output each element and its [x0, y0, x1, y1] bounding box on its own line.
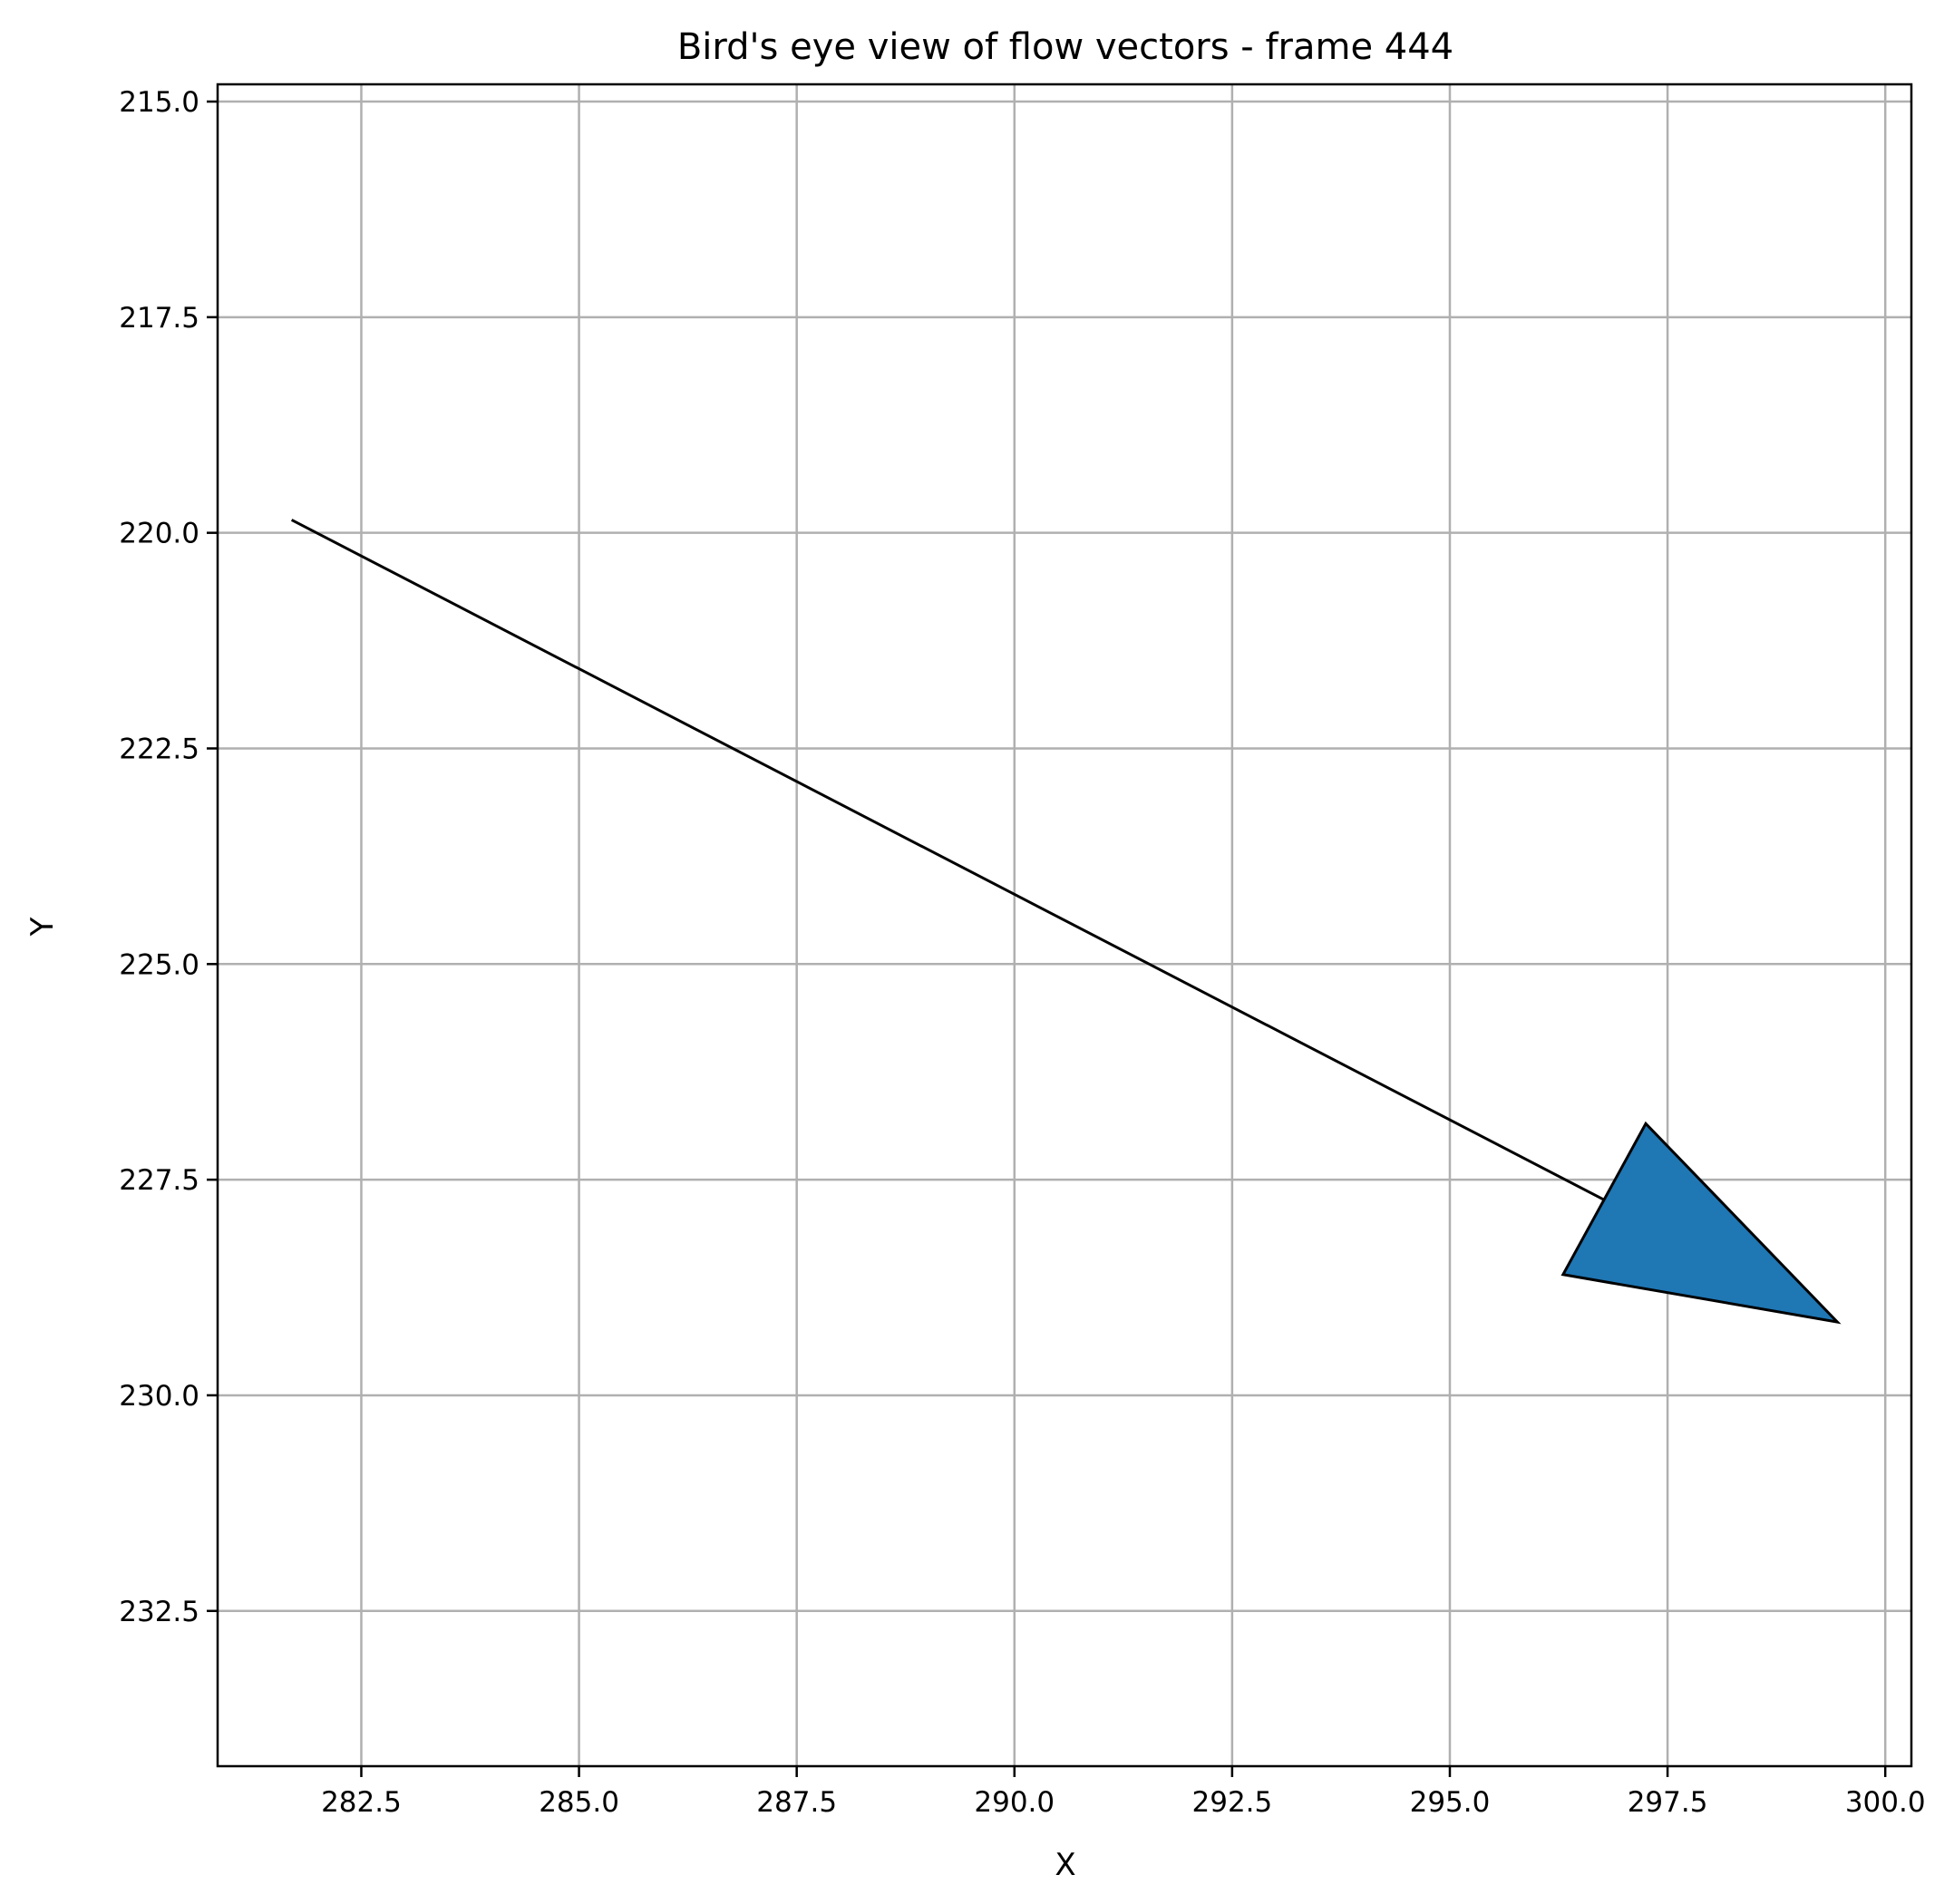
y-ticks: 215.0 217.5 220.0 222.5 225.0 227.5 230.0 232.5 [119, 86, 218, 1628]
chart-title: Bird's eye view of flow vectors - frame … [677, 26, 1453, 68]
x-tick-label: 282.5 [321, 1786, 402, 1819]
y-tick-label: 217.5 [119, 302, 199, 335]
x-tick-label: 285.0 [539, 1786, 619, 1819]
vector-shaft [290, 519, 1617, 1207]
y-tick-label: 230.0 [119, 1380, 199, 1413]
grid [218, 84, 1911, 1766]
y-tick-label: 232.5 [119, 1596, 199, 1628]
y-tick-label: 222.5 [119, 733, 199, 765]
y-tick-label: 215.0 [119, 86, 199, 119]
y-tick-label: 227.5 [119, 1164, 199, 1197]
x-axis-label: X [1055, 1847, 1075, 1883]
y-tick-label: 220.0 [119, 518, 199, 550]
x-tick-label: 300.0 [1845, 1786, 1926, 1819]
vector-arrowhead [1560, 1121, 1842, 1325]
x-tick-label: 295.0 [1410, 1786, 1491, 1819]
x-tick-label: 297.5 [1628, 1786, 1708, 1819]
y-tick-label: 225.0 [119, 948, 199, 981]
plot-frame [216, 83, 1913, 1768]
flow-vector [290, 519, 1842, 1325]
x-tick-label: 292.5 [1192, 1786, 1273, 1819]
x-tick-label: 287.5 [756, 1786, 837, 1819]
x-ticks: 282.5 285.0 287.5 290.0 292.5 295.0 297.5 300.0 [321, 1766, 1926, 1819]
plot-area: 282.5 285.0 287.5 290.0 292.5 295.0 297.5 300.0… [119, 83, 1926, 1819]
x-tick-label: 290.0 [974, 1786, 1055, 1819]
y-axis-label: Y [24, 917, 61, 937]
